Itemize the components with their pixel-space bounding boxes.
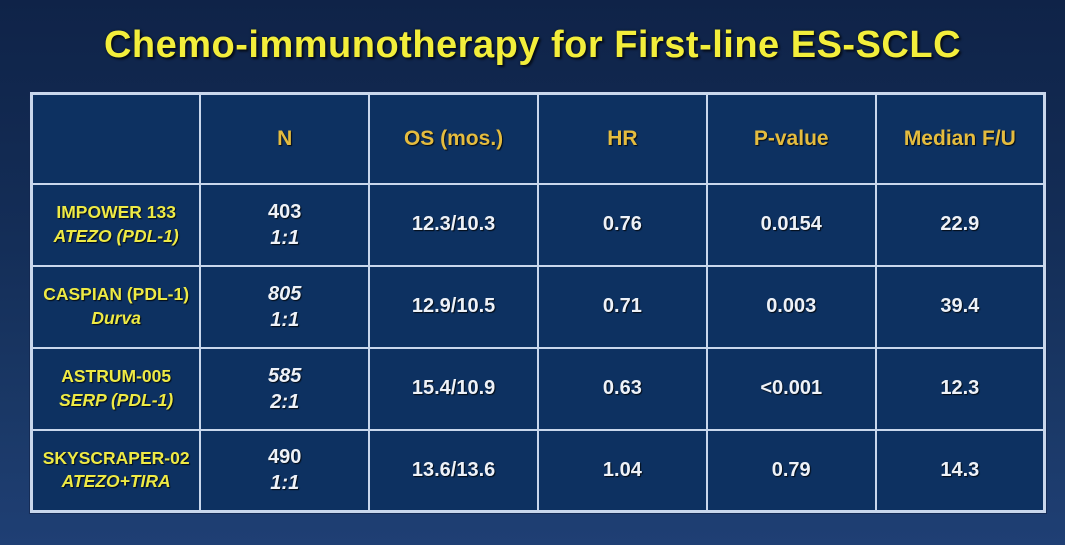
page-title: Chemo-immunotherapy for First-line ES-SC… <box>103 24 962 66</box>
trial-comparison-table: N OS (mos.) HR P-value Median F/U IMPOWE… <box>30 92 1046 513</box>
n-cell: 805 1:1 <box>199 264 371 349</box>
table-body: IMPOWER 133 ATEZO (PDL-1) 403 1:1 12.3/1… <box>30 182 1046 513</box>
table-header: N OS (mos.) HR P-value Median F/U <box>30 92 1046 185</box>
header-row: N OS (mos.) HR P-value Median F/U <box>30 92 1046 185</box>
table-row-caspian: CASPIAN (PDL-1) Durva 805 1:1 12.9/10.5 … <box>30 264 1046 349</box>
study-name: ASTRUM-005 <box>61 365 172 386</box>
header-median-fu: Median F/U <box>874 92 1046 185</box>
study-name: SKYSCRAPER-02 <box>42 447 190 468</box>
n-value: 403 <box>268 200 302 223</box>
randomization-ratio: 1:1 <box>270 472 300 495</box>
study-name: CASPIAN (PDL-1) <box>43 283 190 304</box>
study-drug: ATEZO (PDL-1) <box>53 225 179 246</box>
table-row-skyscraper02: SKYSCRAPER-02 ATEZO+TIRA 490 1:1 13.6/13… <box>30 428 1046 513</box>
pvalue-cell: <0.001 <box>705 346 877 431</box>
study-cell: CASPIAN (PDL-1) Durva <box>30 264 202 349</box>
randomization-ratio: 2:1 <box>270 390 300 413</box>
study-name: IMPOWER 133 <box>56 201 176 222</box>
hr-cell: 0.71 <box>536 264 708 349</box>
study-drug: SERP (PDL-1) <box>59 389 174 410</box>
pvalue-cell: 0.0154 <box>705 182 877 267</box>
study-drug: ATEZO+TIRA <box>61 471 171 492</box>
header-os: OS (mos.) <box>368 92 539 185</box>
table-row-astrum005: ASTRUM-005 SERP (PDL-1) 585 2:1 15.4/10.… <box>30 346 1046 431</box>
os-cell: 12.9/10.5 <box>368 264 539 349</box>
study-cell: SKYSCRAPER-02 ATEZO+TIRA <box>30 428 202 513</box>
pvalue-cell: 0.79 <box>705 428 877 513</box>
header-hr: HR <box>536 92 708 185</box>
header-pvalue: P-value <box>705 92 877 185</box>
median-fu-cell: 14.3 <box>874 428 1046 513</box>
os-cell: 13.6/13.6 <box>368 428 539 513</box>
study-drug: Durva <box>91 307 141 328</box>
n-cell: 490 1:1 <box>199 428 371 513</box>
median-fu-cell: 12.3 <box>874 346 1046 431</box>
hr-cell: 0.76 <box>536 182 708 267</box>
table-row-impower133: IMPOWER 133 ATEZO (PDL-1) 403 1:1 12.3/1… <box>30 182 1046 267</box>
n-value: 490 <box>268 446 302 469</box>
study-cell: ASTRUM-005 SERP (PDL-1) <box>30 346 202 431</box>
n-value: 805 <box>268 282 302 305</box>
study-cell: IMPOWER 133 ATEZO (PDL-1) <box>30 182 202 267</box>
hr-cell: 1.04 <box>536 428 708 513</box>
median-fu-cell: 39.4 <box>874 264 1046 349</box>
randomization-ratio: 1:1 <box>270 226 300 249</box>
header-study <box>30 92 202 185</box>
header-n: N <box>199 92 371 185</box>
randomization-ratio: 1:1 <box>270 308 300 331</box>
n-value: 585 <box>268 364 302 387</box>
hr-cell: 0.63 <box>536 346 708 431</box>
n-cell: 403 1:1 <box>199 182 371 267</box>
n-cell: 585 2:1 <box>199 346 371 431</box>
pvalue-cell: 0.003 <box>705 264 877 349</box>
median-fu-cell: 22.9 <box>874 182 1046 267</box>
os-cell: 15.4/10.9 <box>368 346 539 431</box>
os-cell: 12.3/10.3 <box>368 182 539 267</box>
